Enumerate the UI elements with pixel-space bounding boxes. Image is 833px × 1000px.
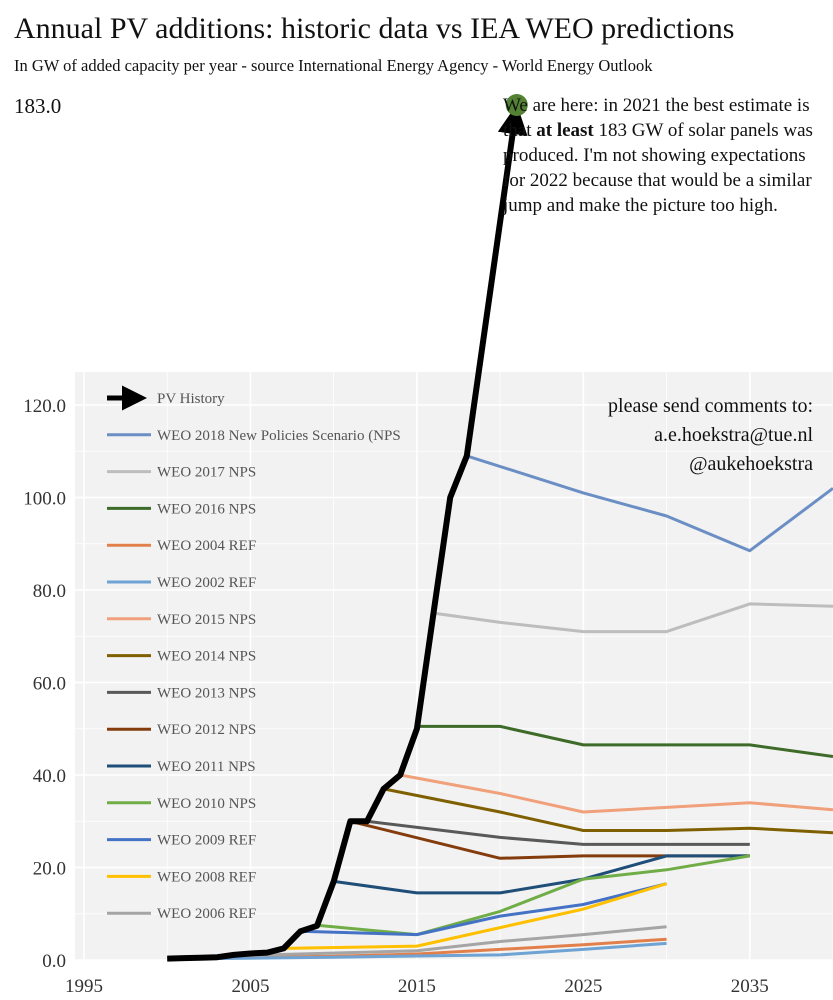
chart-title: Annual PV additions: historic data vs IE… (14, 12, 735, 45)
series-line-weo-2006-ref (250, 925, 667, 957)
callout-bold: at least (536, 120, 594, 141)
chart-subtitle: In GW of added capacity per year - sourc… (14, 56, 653, 75)
callout-text-1: We are here: in 2021 the best estimate i… (503, 95, 810, 141)
legend-label: WEO 2010 NPS (157, 796, 256, 812)
y-tick-label: 80.0 (33, 581, 66, 602)
legend-label: WEO 2012 NPS (157, 722, 256, 738)
y-tick-label: 100.0 (23, 489, 66, 510)
y-tick-label: 40.0 (33, 766, 66, 787)
series-line-weo-2014-nps (383, 787, 833, 835)
series-line-weo-2002-ref (167, 941, 667, 961)
legend-label: WEO 2004 REF (157, 538, 256, 554)
legend-label: WEO 2008 REF (157, 869, 256, 885)
contact-annotation: please send comments to: a.e.hoekstra@tu… (608, 392, 813, 479)
x-tick-label: 2005 (231, 976, 269, 997)
legend-label: PV History (157, 391, 225, 407)
series-line-weo-2018-new-policies-scenario-nps (466, 454, 833, 553)
series-line-weo-2013-nps (366, 819, 750, 846)
history-layer (167, 94, 528, 962)
callout-annotation: We are here: in 2021 the best estimate i… (503, 93, 813, 218)
history-line (167, 104, 528, 962)
legend-label: WEO 2002 REF (157, 575, 256, 591)
legend-label: WEO 2009 REF (157, 833, 256, 849)
legend-label: WEO 2014 NPS (157, 649, 256, 665)
contact-email: a.e.hoekstra@tue.nl (654, 424, 813, 446)
series-line-weo-2016-nps (416, 724, 833, 758)
x-tick-label: 1995 (65, 976, 103, 997)
series-line-weo-2008-ref (283, 882, 668, 950)
y-tick-label: 20.0 (33, 859, 66, 880)
y-tick-label: 120.0 (23, 396, 66, 417)
x-tick-label: 2015 (398, 976, 436, 997)
callout-text-2: 183 GW of solar panels was produced. I'm… (503, 120, 813, 216)
series-line-weo-2009-ref (300, 882, 667, 937)
x-tick-label: 2025 (564, 976, 602, 997)
grid-layer (75, 372, 833, 961)
legend-layer: PV History WEO 2018 New Policies Scenario… (107, 385, 401, 922)
legend-label: WEO 2016 NPS (157, 501, 256, 517)
legend-label: WEO 2015 NPS (157, 612, 256, 628)
series-layer (167, 454, 833, 961)
y-tick-label: 60.0 (33, 674, 66, 695)
contact-line-1: please send comments to: (608, 395, 813, 417)
contact-handle: @aukehoekstra (689, 453, 813, 475)
series-line-weo-2011-nps (333, 854, 750, 895)
legend-label: WEO 2018 New Policies Scenario (NPS (157, 428, 401, 444)
axis-layer: 0.0 20.0 40.0 60.0 80.0 100.0 120.0 1995 2005 201… (14, 94, 769, 997)
legend-label: WEO 2006 REF (157, 906, 256, 922)
y-tick-label: 0.0 (42, 951, 66, 972)
series-line-weo-2015-nps (399, 773, 833, 814)
top-value-label: 183.0 (14, 94, 61, 118)
series-line-weo-2017-nps (433, 602, 833, 634)
legend-label: WEO 2013 NPS (157, 685, 256, 701)
x-tick-label: 2035 (731, 976, 769, 997)
history-endpoint-marker (505, 94, 528, 116)
legend-label: WEO 2017 NPS (157, 465, 256, 481)
legend-label: WEO 2011 NPS (157, 759, 256, 775)
